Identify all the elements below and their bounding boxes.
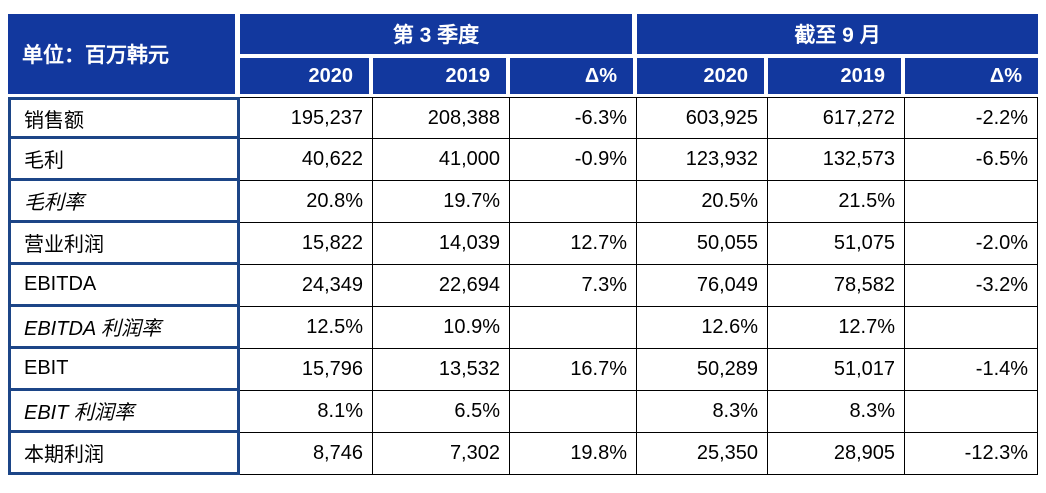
- cell-q3-delta-pct: -0.9%: [510, 139, 638, 181]
- cell-ytd-2019: 78,582: [768, 265, 906, 307]
- col-header-q3-2020: 2020: [240, 58, 373, 97]
- table-row: 毛利率 20.8% 19.7% 20.5% 21.5%: [8, 181, 1039, 223]
- cell-ytd-2019: 617,272: [768, 97, 906, 139]
- table-row: 营业利润 15,822 14,039 12.7% 50,055 51,075 -2.0%: [8, 223, 1039, 265]
- cell-ytd-2019: 28,905: [768, 433, 906, 475]
- row-label: 毛利率: [8, 181, 240, 223]
- cell-ytd-2019: 12.7%: [768, 307, 906, 349]
- cell-ytd-delta-pct: -2.0%: [905, 223, 1039, 265]
- col-header-ytd-2020: 2020: [637, 58, 769, 97]
- cell-ytd-2020: 76,049: [637, 265, 769, 307]
- cell-q3-2020: 15,822: [240, 223, 373, 265]
- table-row: EBIT 15,796 13,532 16.7% 50,289 51,017 -1.4%: [8, 349, 1039, 391]
- row-label: EBIT 利润率: [8, 391, 240, 433]
- col-header-ytd-delta-pct: Δ%: [905, 58, 1039, 97]
- cell-ytd-delta-pct: -3.2%: [905, 265, 1039, 307]
- table-row: EBITDA 24,349 22,694 7.3% 76,049 78,582 -3.2%: [8, 265, 1039, 307]
- cell-q3-2019: 10.9%: [373, 307, 510, 349]
- cell-q3-delta-pct: [510, 307, 638, 349]
- cell-ytd-2020: 12.6%: [637, 307, 769, 349]
- cell-q3-2020: 12.5%: [240, 307, 373, 349]
- cell-q3-delta-pct: -6.3%: [510, 97, 638, 139]
- cell-q3-delta-pct: [510, 181, 638, 223]
- row-label: EBITDA: [8, 265, 240, 307]
- table-row: 销售额 195,237 208,388 -6.3% 603,925 617,272 -2.2…: [8, 97, 1039, 139]
- unit-label: 单位：百万韩元: [8, 14, 240, 97]
- cell-ytd-delta-pct: [905, 181, 1039, 223]
- cell-ytd-delta-pct: -2.2%: [905, 97, 1039, 139]
- col-header-ytd-2019: 2019: [768, 58, 906, 97]
- cell-q3-2020: 20.8%: [240, 181, 373, 223]
- cell-ytd-delta-pct: [905, 307, 1039, 349]
- table-row: 毛利 40,622 41,000 -0.9% 123,932 132,573 -6.5%: [8, 139, 1039, 181]
- cell-q3-delta-pct: 7.3%: [510, 265, 638, 307]
- row-label: 本期利润: [8, 433, 240, 475]
- cell-q3-2019: 19.7%: [373, 181, 510, 223]
- cell-q3-delta-pct: [510, 391, 638, 433]
- cell-q3-delta-pct: 16.7%: [510, 349, 638, 391]
- row-label: 营业利润: [8, 223, 240, 265]
- cell-ytd-2019: 21.5%: [768, 181, 906, 223]
- col-group-q3: 第 3 季度: [240, 14, 638, 58]
- table-row: 本期利润 8,746 7,302 19.8% 25,350 28,905 -12.3%: [8, 433, 1039, 475]
- cell-ytd-2020: 50,055: [637, 223, 769, 265]
- cell-q3-2020: 15,796: [240, 349, 373, 391]
- cell-q3-2019: 14,039: [373, 223, 510, 265]
- cell-ytd-delta-pct: -12.3%: [905, 433, 1039, 475]
- cell-ytd-2019: 51,075: [768, 223, 906, 265]
- cell-q3-2019: 6.5%: [373, 391, 510, 433]
- cell-q3-delta-pct: 19.8%: [510, 433, 638, 475]
- row-label: 销售额: [8, 97, 240, 139]
- col-group-through-september: 截至 9 月: [637, 14, 1039, 58]
- cell-q3-2020: 195,237: [240, 97, 373, 139]
- cell-q3-2019: 13,532: [373, 349, 510, 391]
- cell-q3-2020: 8.1%: [240, 391, 373, 433]
- table-row: EBITDA 利润率 12.5% 10.9% 12.6% 12.7%: [8, 307, 1039, 349]
- cell-ytd-delta-pct: [905, 391, 1039, 433]
- cell-ytd-2020: 25,350: [637, 433, 769, 475]
- row-label: EBITDA 利润率: [8, 307, 240, 349]
- col-header-q3-delta-pct: Δ%: [510, 58, 638, 97]
- cell-q3-delta-pct: 12.7%: [510, 223, 638, 265]
- cell-ytd-2019: 132,573: [768, 139, 906, 181]
- table-row: EBIT 利润率 8.1% 6.5% 8.3% 8.3%: [8, 391, 1039, 433]
- header-year-row: 2020 2019 Δ% 2020 2019 Δ%: [8, 58, 1039, 97]
- cell-q3-2019: 208,388: [373, 97, 510, 139]
- cell-q3-2020: 40,622: [240, 139, 373, 181]
- cell-ytd-2020: 603,925: [637, 97, 769, 139]
- cell-q3-2019: 7,302: [373, 433, 510, 475]
- financial-results-table: 单位：百万韩元 第 3 季度 截至 9 月 2020 2019 Δ% 2020 2019…: [8, 14, 1039, 475]
- cell-ytd-delta-pct: -1.4%: [905, 349, 1039, 391]
- cell-q3-2019: 41,000: [373, 139, 510, 181]
- header-group-row: 单位：百万韩元 第 3 季度 截至 9 月: [8, 14, 1039, 97]
- cell-ytd-2020: 8.3%: [637, 391, 769, 433]
- row-label: 毛利: [8, 139, 240, 181]
- row-label: EBIT: [8, 349, 240, 391]
- cell-q3-2020: 8,746: [240, 433, 373, 475]
- cell-q3-2020: 24,349: [240, 265, 373, 307]
- cell-ytd-2020: 20.5%: [637, 181, 769, 223]
- cell-ytd-2019: 51,017: [768, 349, 906, 391]
- cell-ytd-delta-pct: -6.5%: [905, 139, 1039, 181]
- col-header-q3-2019: 2019: [373, 58, 510, 97]
- cell-q3-2019: 22,694: [373, 265, 510, 307]
- cell-ytd-2019: 8.3%: [768, 391, 906, 433]
- cell-ytd-2020: 123,932: [637, 139, 769, 181]
- cell-ytd-2020: 50,289: [637, 349, 769, 391]
